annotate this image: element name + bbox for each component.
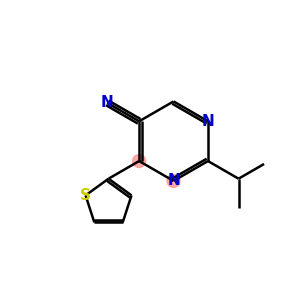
Circle shape — [167, 174, 180, 188]
Circle shape — [133, 154, 146, 167]
Text: N: N — [167, 173, 180, 188]
Text: N: N — [202, 114, 214, 129]
Text: S: S — [80, 188, 91, 203]
Text: N: N — [101, 95, 114, 110]
